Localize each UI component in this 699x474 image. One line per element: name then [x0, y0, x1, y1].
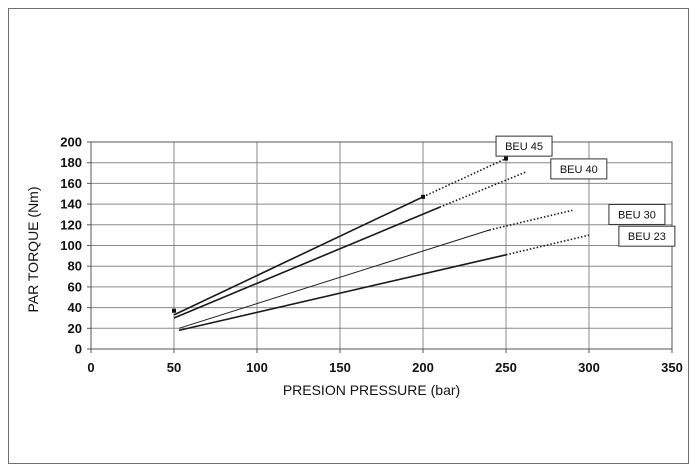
- y-tick-label: 120: [60, 217, 82, 232]
- series-labels: BEU 45 BEU 40 BEU 30 BEU 23: [495, 135, 676, 247]
- x-tick-label: 250: [495, 360, 517, 375]
- x-tick-label: 200: [412, 360, 434, 375]
- series-line-beu-40-solid: [173, 206, 440, 319]
- y-tick-label: 40: [68, 300, 82, 315]
- figure-frame: [8, 8, 689, 464]
- series-markers: [172, 156, 508, 313]
- series-line-beu-30-dotted: [489, 209, 573, 231]
- x-tick-label: 0: [87, 360, 94, 375]
- series-line-beu-23-solid: [178, 254, 507, 332]
- data-point-1: [421, 194, 425, 199]
- series-label-box: [618, 225, 676, 247]
- y-tick-label: 60: [68, 279, 82, 294]
- series-label: BEU 40: [560, 164, 598, 176]
- x-axis-title: PRESION PRESSURE (bar): [283, 382, 460, 398]
- series-label-box: [550, 158, 608, 180]
- x-tick-label: 50: [167, 360, 181, 375]
- series-line-beu-23-dotted: [505, 234, 590, 256]
- y-tick-label: 200: [60, 135, 82, 150]
- y-tick-label: 80: [68, 259, 82, 274]
- series-line-beu-45-solid: [173, 196, 424, 316]
- y-tick-label: 20: [68, 321, 82, 336]
- data-point-0: [172, 308, 176, 313]
- y-tick-label: 160: [60, 176, 82, 191]
- series-label-box: [608, 203, 666, 225]
- series-lines: [173, 157, 590, 332]
- y-tick-label: 180: [60, 155, 82, 170]
- series-line-beu-40-dotted: [439, 171, 527, 208]
- series-line-beu-45-dotted: [422, 157, 507, 198]
- x-axis: 0 50 100 150 200 250 300 350: [87, 349, 683, 375]
- y-tick-label: 0: [75, 342, 82, 357]
- x-tick-label: 350: [661, 360, 683, 375]
- series-line-beu-30-solid: [178, 229, 490, 329]
- data-point-2: [504, 156, 508, 161]
- x-tick-label: 150: [329, 360, 351, 375]
- x-tick-label: 300: [578, 360, 600, 375]
- x-tick-label: 100: [246, 360, 268, 375]
- y-axis: 0 20 40 60 80 100 120 140 160 180 200: [60, 135, 91, 357]
- series-label: BEU 23: [628, 231, 666, 243]
- series-label: BEU 30: [618, 209, 656, 221]
- y-tick-label: 140: [60, 197, 82, 212]
- y-tick-label: 100: [60, 238, 82, 253]
- series-label-box: [495, 135, 553, 157]
- series-label: BEU 45: [505, 141, 543, 153]
- y-axis-title: PAR TORQUE (Nm): [25, 186, 41, 312]
